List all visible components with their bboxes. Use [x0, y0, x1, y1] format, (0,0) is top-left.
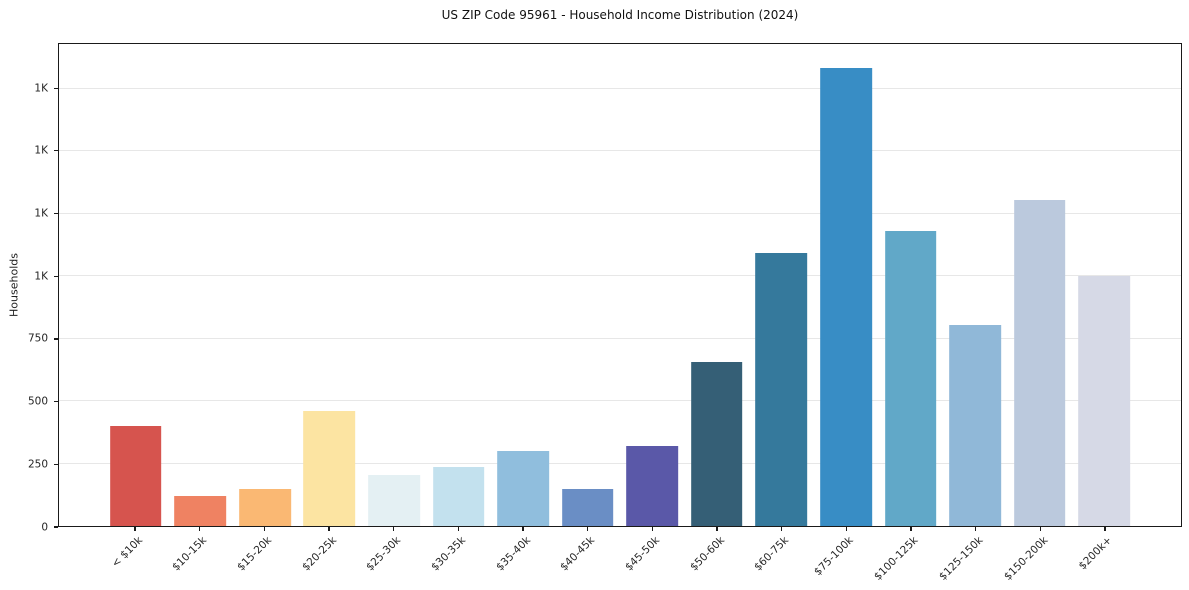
x-tick-mark — [134, 527, 136, 531]
x-tick-label: $150-200k — [1001, 534, 1051, 583]
x-tick-mark — [910, 527, 912, 531]
x-tick-mark — [263, 527, 265, 531]
x-tick-label: $50-60k — [687, 534, 727, 574]
bar-20-25k — [303, 411, 356, 526]
y-tick-label: 250 — [27, 458, 48, 471]
y-tick-label: 1K — [34, 207, 48, 220]
x-tick-mark — [199, 527, 201, 531]
x-tick-label: $25-30k — [364, 534, 404, 574]
y-tick-label: 500 — [27, 395, 48, 408]
y-tick-label: 750 — [27, 332, 48, 345]
bar-45-50k — [626, 445, 679, 526]
x-tick-label: $75-100k — [812, 534, 857, 579]
x-tick-label: $45-50k — [623, 534, 663, 574]
x-axis: < $10k $10-15k $15-20k $20-25k $25-30k $30-35… — [58, 527, 1182, 587]
x-tick-mark — [457, 527, 459, 531]
x-tick-label: $20-25k — [299, 534, 339, 574]
y-axis: 0 250 500 750 1K 1K 1K 1K — [0, 43, 58, 532]
x-tick-label: $100-125k — [872, 534, 921, 583]
bar-10k — [109, 426, 162, 526]
x-tick-mark — [716, 527, 718, 531]
bar-15-20k — [239, 488, 291, 526]
x-tick-mark — [1104, 527, 1106, 531]
gridline — [59, 275, 1181, 277]
bar-50-60k — [691, 361, 743, 526]
bars — [59, 44, 1181, 526]
x-tick-label: $60-75k — [752, 534, 792, 574]
y-tick-mark — [54, 212, 58, 215]
bar-100-125k — [884, 231, 937, 526]
y-tick-mark — [54, 401, 58, 403]
y-tick-mark — [54, 526, 58, 528]
x-tick-label: $30-35k — [429, 534, 469, 574]
bar-10-15k — [174, 496, 227, 526]
bar-200k+ — [1078, 276, 1130, 526]
y-tick-mark — [54, 87, 58, 89]
bar-35-40k — [497, 451, 549, 526]
x-tick-mark — [651, 527, 653, 531]
x-tick-label: $10-15k — [170, 534, 210, 574]
y-tick-label: 0 — [41, 520, 48, 533]
x-tick-label: $35-40k — [493, 534, 533, 574]
gridline — [59, 212, 1181, 214]
x-tick-mark — [393, 527, 395, 531]
x-tick-label: < $10k — [109, 534, 145, 570]
chart-title: US ZIP Code 95961 - Household Income Dis… — [441, 8, 799, 22]
y-tick-mark — [54, 150, 58, 152]
x-tick-mark — [587, 527, 589, 531]
x-tick-label: $200k+ — [1076, 534, 1115, 573]
gridline — [59, 400, 1181, 402]
y-tick-label: 1K — [34, 81, 48, 94]
x-tick-label: $15-20k — [234, 534, 275, 574]
plot-area — [58, 43, 1182, 527]
y-tick-mark — [54, 275, 58, 277]
bar-75-100k — [820, 67, 872, 526]
gridline — [59, 150, 1181, 152]
y-tick-mark — [54, 463, 58, 465]
x-tick-mark — [1039, 527, 1041, 531]
y-tick-mark — [54, 338, 58, 340]
y-tick-label: 1K — [34, 269, 48, 282]
y-tick-label: 1K — [34, 144, 48, 157]
bar-25-30k — [368, 474, 420, 526]
x-tick-mark — [781, 527, 783, 531]
gridline — [59, 462, 1181, 464]
x-tick-label: $125-150k — [936, 534, 986, 583]
x-tick-mark — [328, 527, 330, 531]
x-tick-label: $40-45k — [558, 534, 598, 574]
bar-150-200k — [1013, 200, 1066, 526]
gridline — [59, 87, 1181, 89]
gridline — [59, 337, 1181, 339]
bar-30-35k — [432, 467, 485, 526]
bar-40-45k — [561, 489, 614, 526]
bar-60-75k — [755, 252, 808, 526]
gridlines — [59, 44, 1181, 526]
x-tick-mark — [522, 527, 524, 531]
x-tick-mark — [975, 527, 977, 531]
bar-125-150k — [949, 325, 1001, 526]
x-tick-mark — [845, 527, 847, 531]
